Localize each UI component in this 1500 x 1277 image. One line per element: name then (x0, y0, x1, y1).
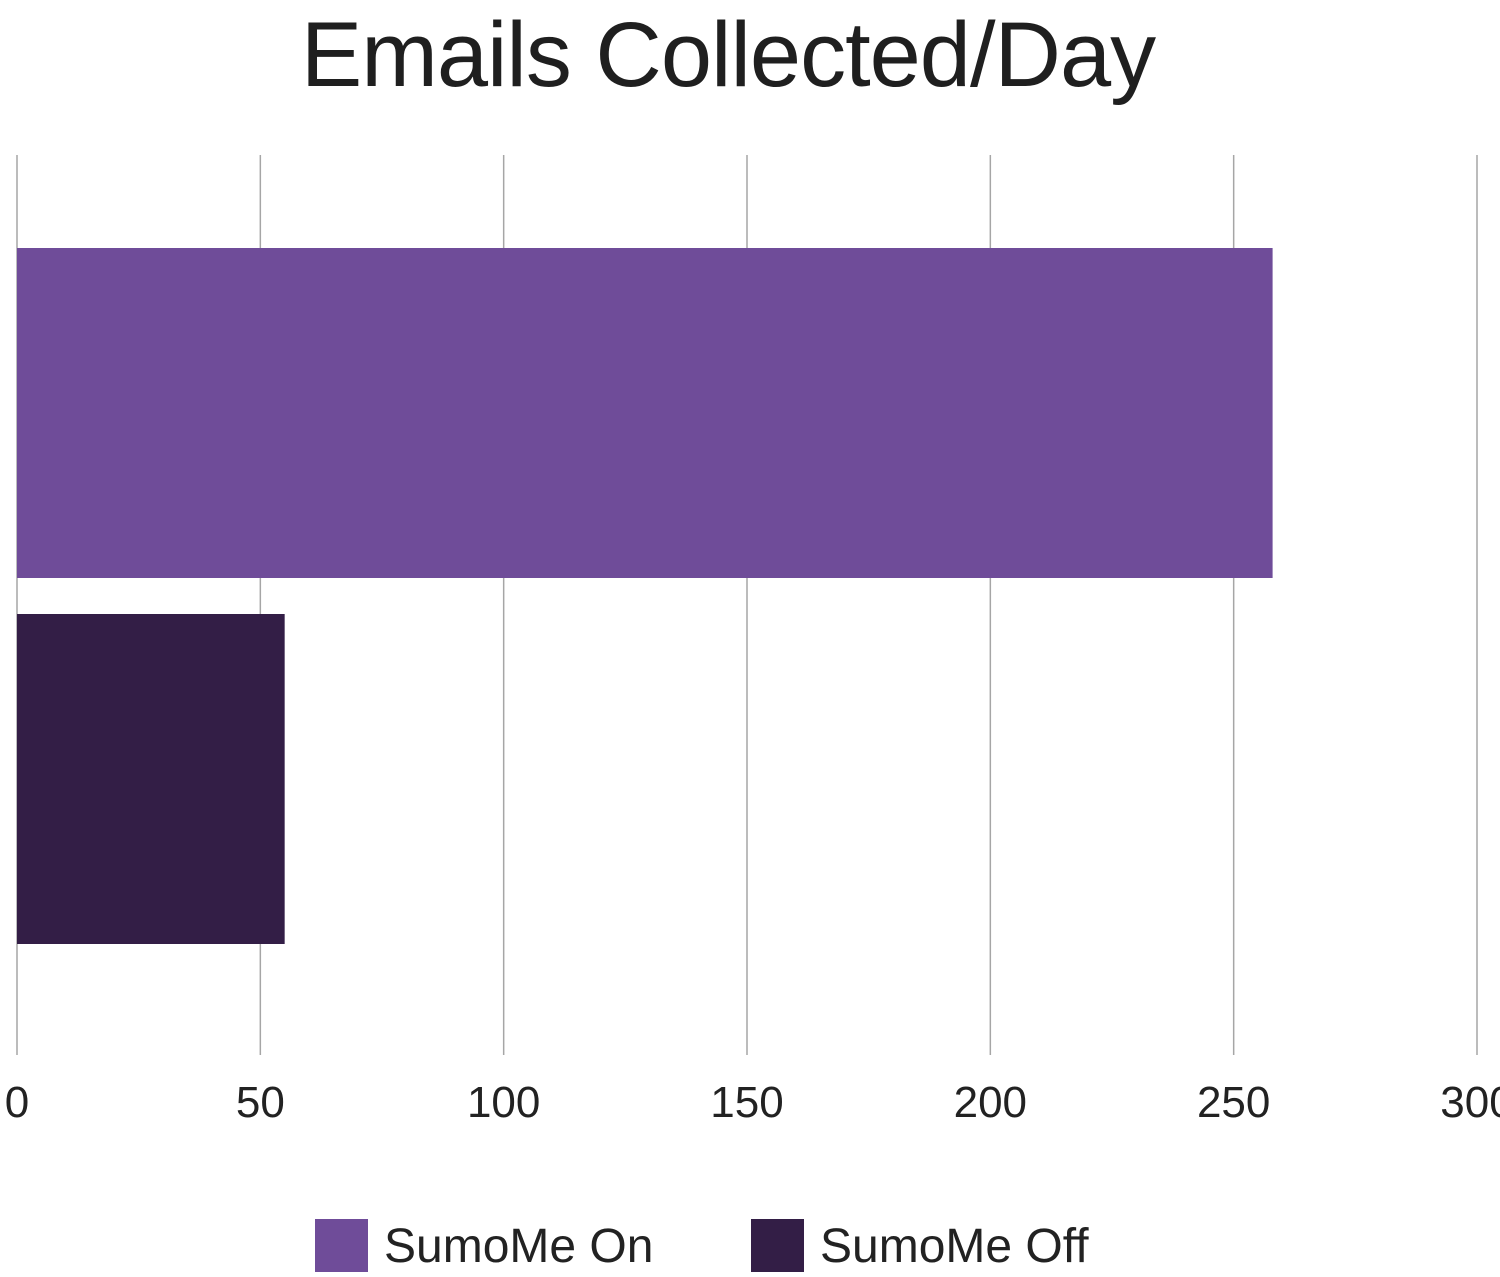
legend-swatch-sumome-on (315, 1219, 368, 1272)
bar-sumome-off (17, 614, 285, 944)
bar-sumome-on (17, 248, 1273, 578)
x-tick-label-50: 50 (236, 1078, 285, 1127)
x-axis-tick-labels: 0 50 100 150 200 250 300 (5, 1078, 1500, 1127)
legend: SumoMe On SumoMe Off (315, 1219, 1089, 1273)
x-tick-label-100: 100 (467, 1078, 540, 1127)
legend-swatch-sumome-off (751, 1219, 804, 1272)
legend-label-sumome-off: SumoMe Off (820, 1220, 1089, 1273)
x-tick-label-0: 0 (5, 1078, 29, 1127)
x-tick-label-200: 200 (954, 1078, 1027, 1127)
legend-label-sumome-on: SumoMe On (384, 1220, 653, 1273)
bars (17, 248, 1273, 944)
chart-title: Emails Collected/Day (301, 4, 1156, 106)
x-tick-label-300: 300 (1440, 1078, 1500, 1127)
x-tick-label-250: 250 (1197, 1078, 1270, 1127)
x-tick-label-150: 150 (710, 1078, 783, 1127)
